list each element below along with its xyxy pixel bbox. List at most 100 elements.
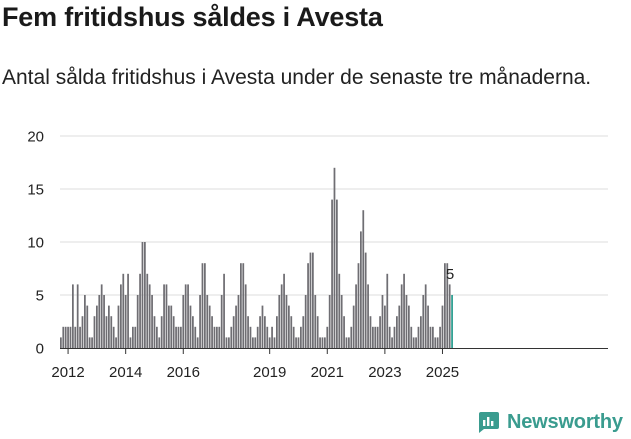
bar (362, 210, 365, 348)
newsworthy-logo-icon (479, 412, 499, 433)
bar (103, 295, 105, 348)
bar (300, 326, 302, 348)
bar (364, 252, 367, 348)
x-tick-label: 2021 (311, 364, 344, 381)
bar (172, 316, 175, 348)
bar (374, 326, 377, 348)
bar (391, 337, 393, 348)
y-tick-label: 0 (36, 341, 44, 358)
chart-title: Fem fritidshus såldes i Avesta (2, 2, 383, 32)
bar (268, 337, 271, 348)
bar (369, 316, 372, 348)
bar (247, 316, 249, 348)
bar (357, 263, 360, 348)
bar (160, 316, 163, 348)
bar (266, 326, 269, 348)
bar (180, 326, 182, 348)
bar (189, 305, 192, 348)
bar (254, 337, 257, 348)
bar (84, 295, 86, 348)
bar (328, 295, 331, 348)
bar (144, 242, 146, 348)
bar (261, 305, 264, 348)
bar (316, 316, 319, 348)
bar (280, 284, 283, 348)
bar (194, 326, 197, 348)
bar (232, 316, 235, 348)
bar (436, 337, 439, 348)
bar (165, 284, 168, 348)
bar (384, 305, 386, 348)
bar (285, 295, 288, 348)
bar (242, 263, 245, 348)
bar (444, 263, 446, 348)
bar (264, 316, 266, 348)
bar (235, 305, 237, 348)
bar (249, 326, 252, 348)
bar (110, 316, 113, 348)
y-tick-label: 20 (27, 129, 44, 146)
bar (124, 295, 127, 348)
bar (199, 295, 201, 348)
bar (393, 326, 396, 348)
bar (422, 295, 425, 348)
bar (117, 305, 120, 348)
bar (108, 305, 110, 348)
bar (134, 326, 137, 348)
bar (175, 326, 177, 348)
bar (288, 305, 290, 348)
bar (403, 273, 405, 348)
y-tick-label: 10 (27, 235, 44, 252)
bar (228, 337, 230, 348)
bar (297, 337, 300, 348)
highlight-data-label: 5 (446, 266, 454, 283)
bar (127, 273, 129, 348)
bar (211, 316, 213, 348)
bar (158, 337, 161, 348)
bar (115, 337, 117, 348)
bar (256, 326, 259, 348)
y-tick-label: 15 (27, 182, 44, 199)
bar (69, 326, 72, 348)
bar (340, 295, 343, 348)
bar (76, 284, 79, 348)
bar (307, 263, 309, 348)
bar (156, 326, 158, 348)
bar (182, 295, 185, 348)
bar (439, 326, 441, 348)
bar (237, 295, 240, 348)
x-tick-label: 2025 (426, 364, 459, 381)
bar (326, 326, 329, 348)
bar (309, 252, 312, 348)
bar (273, 337, 276, 348)
bar (74, 326, 77, 348)
x-tick-label: 2019 (253, 364, 286, 381)
bar (91, 337, 93, 348)
y-tick-label: 5 (36, 288, 44, 305)
bar (343, 316, 345, 348)
bar (312, 252, 314, 348)
bar (148, 284, 151, 348)
x-tick-label: 2012 (51, 364, 84, 381)
bar (62, 326, 65, 348)
bar (220, 295, 223, 348)
bar (184, 284, 187, 348)
bar (271, 326, 273, 348)
bar (86, 305, 89, 348)
highlight-bar (451, 295, 453, 348)
bar (139, 273, 141, 348)
bar (64, 326, 67, 348)
bar (105, 316, 108, 348)
bar (321, 337, 324, 348)
bar (170, 305, 173, 348)
bar (319, 337, 321, 348)
bar (100, 284, 103, 348)
bar (259, 316, 261, 348)
bar (230, 326, 233, 348)
bar (295, 337, 297, 348)
bar (304, 295, 307, 348)
bar (331, 199, 333, 348)
brand-name: Newsworthy (507, 410, 623, 433)
bar (93, 316, 96, 348)
bar (302, 316, 305, 348)
